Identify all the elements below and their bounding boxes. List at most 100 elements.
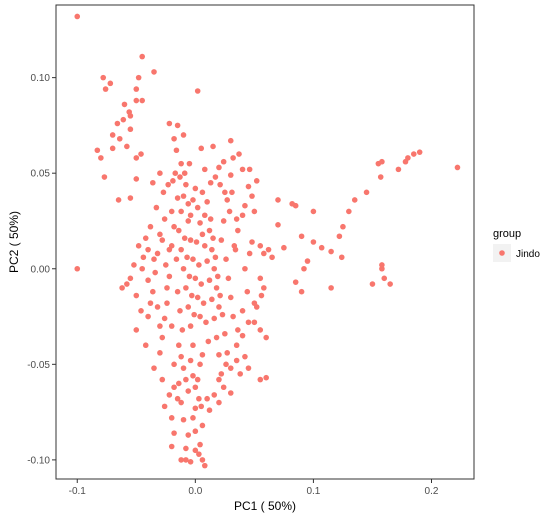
data-point [212, 254, 219, 261]
data-point [199, 351, 206, 358]
data-point [178, 457, 184, 463]
data-point [196, 262, 202, 268]
data-point [217, 292, 223, 299]
data-point [127, 113, 134, 119]
data-point [194, 88, 201, 94]
data-point [239, 332, 246, 339]
data-point [183, 376, 189, 383]
data-point [190, 342, 196, 349]
data-point [168, 243, 175, 249]
data-point [245, 365, 252, 371]
data-point [216, 164, 222, 171]
data-point [213, 285, 220, 291]
y-tick-label: 0.10 [31, 73, 51, 84]
data-point [185, 218, 192, 224]
data-point [227, 294, 234, 301]
data-point [151, 69, 157, 75]
data-point [229, 189, 235, 196]
data-point [236, 151, 242, 157]
data-point [257, 327, 264, 333]
data-point [298, 288, 305, 295]
data-point [178, 160, 184, 167]
data-point [304, 258, 311, 264]
data-point [174, 195, 181, 201]
data-point [138, 151, 144, 157]
data-point [381, 275, 388, 282]
data-point [206, 407, 213, 413]
data-point [310, 239, 317, 245]
data-point [185, 200, 192, 207]
data-point [239, 166, 246, 173]
data-point [176, 227, 182, 234]
data-point [223, 361, 229, 368]
data-point [275, 222, 281, 228]
data-point [151, 365, 157, 371]
data-point [187, 212, 194, 219]
data-point [222, 189, 228, 196]
data-point [201, 462, 208, 469]
data-point [340, 223, 346, 230]
y-tick-label: 0.05 [31, 169, 51, 180]
data-point [152, 269, 158, 276]
data-point [198, 403, 205, 410]
data-point [219, 311, 226, 318]
data-point [318, 244, 325, 251]
data-point [242, 265, 248, 272]
data-point [231, 243, 238, 249]
data-point [164, 300, 170, 306]
data-point [199, 189, 206, 196]
data-point [157, 350, 163, 356]
legend-key-jindo [499, 250, 505, 256]
data-point [191, 311, 197, 318]
data-point [183, 285, 189, 291]
data-point [220, 384, 227, 391]
data-point [218, 371, 225, 377]
data-point [133, 327, 140, 333]
data-point [216, 351, 222, 358]
data-point [171, 135, 177, 142]
data-point [246, 166, 253, 173]
data-point [151, 256, 157, 263]
data-point [172, 170, 179, 176]
data-point [328, 248, 334, 255]
data-point [369, 281, 376, 287]
data-point [197, 361, 203, 368]
data-point [194, 204, 201, 211]
data-point [107, 80, 114, 87]
data-point [166, 273, 173, 280]
data-point [176, 342, 182, 349]
data-point [180, 265, 187, 272]
data-point [197, 220, 203, 226]
data-point [214, 273, 221, 280]
data-point [239, 308, 246, 314]
data-point [183, 445, 189, 452]
data-point [199, 422, 206, 429]
data-point [157, 323, 163, 329]
data-point [147, 223, 154, 230]
data-point [174, 395, 181, 402]
data-point [199, 231, 206, 238]
data-point [187, 323, 194, 329]
data-point [190, 415, 196, 421]
data-point [124, 281, 130, 287]
data-point [220, 158, 227, 165]
data-point [178, 246, 184, 253]
data-point [171, 430, 177, 436]
data-point [185, 304, 192, 310]
data-point [190, 372, 196, 379]
data-point [222, 330, 228, 337]
data-point [168, 415, 175, 421]
y-tick-label: -0.05 [27, 360, 50, 371]
data-point [213, 334, 220, 341]
data-point [174, 122, 181, 129]
data-point [227, 137, 234, 144]
x-tick-label: 0.1 [306, 486, 320, 497]
data-point [119, 285, 125, 291]
data-point [135, 243, 142, 249]
data-point [166, 120, 173, 127]
data-point [74, 13, 81, 20]
data-point [127, 275, 134, 282]
data-point [199, 457, 206, 463]
data-point [251, 208, 258, 215]
